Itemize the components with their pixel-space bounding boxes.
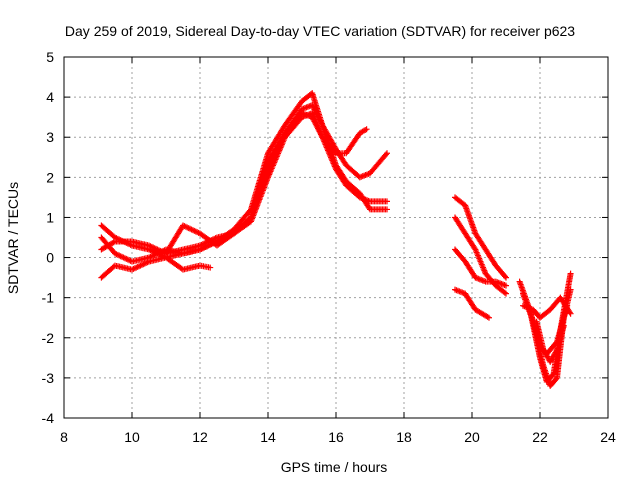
series-track-5 [146, 246, 214, 273]
data-point [503, 290, 509, 297]
data-point [560, 322, 567, 329]
series-track-14 [533, 318, 567, 365]
x-tick-label: 24 [600, 429, 616, 445]
data-point [501, 289, 508, 296]
data-point [501, 273, 508, 280]
y-tick-label: 5 [46, 49, 54, 65]
x-axis-label: GPS time / hours [281, 459, 388, 475]
data-point [567, 270, 574, 277]
series-track-4 [98, 110, 370, 281]
data-point [331, 149, 338, 156]
x-tick-label: 22 [532, 429, 548, 445]
data-point [566, 309, 573, 316]
data-point [384, 198, 390, 205]
x-tick-label: 14 [260, 429, 276, 445]
data-point [503, 282, 509, 289]
grid [64, 57, 608, 418]
data-point [486, 314, 492, 321]
data-point [553, 348, 560, 355]
x-tick-label: 10 [124, 429, 140, 445]
x-tick-label: 8 [60, 429, 68, 445]
data-point [384, 150, 390, 157]
data-point [110, 239, 117, 246]
x-tick-label: 20 [464, 429, 480, 445]
y-tick-label: -3 [42, 370, 55, 386]
data-point [363, 126, 370, 133]
x-tick-label: 18 [396, 429, 412, 445]
data-point [362, 127, 369, 134]
data-points [98, 90, 574, 389]
series-track-8 [452, 246, 509, 289]
y-axis-label: SDTVAR / TECUs [5, 182, 21, 294]
data-point [503, 274, 509, 281]
y-tick-label: -1 [42, 290, 55, 306]
y-tick-label: -4 [42, 410, 55, 426]
series-track-13 [520, 294, 574, 321]
data-point [553, 376, 560, 383]
y-tick-label: 0 [46, 250, 54, 266]
series-track-2 [98, 102, 390, 257]
data-point [207, 264, 214, 271]
x-tick-label: 16 [328, 429, 344, 445]
chart-title: Day 259 of 2019, Sidereal Day-to-day VTE… [65, 23, 575, 39]
y-tick-label: -2 [42, 330, 55, 346]
data-point [567, 310, 574, 317]
y-tick-label: 3 [46, 129, 54, 145]
data-point [382, 151, 389, 158]
data-point [484, 313, 491, 320]
series-track-6 [452, 194, 509, 281]
x-tick-label: 12 [192, 429, 208, 445]
y-tick-label: 2 [46, 169, 54, 185]
data-point [567, 286, 574, 293]
y-tick-label: 4 [46, 89, 54, 105]
data-point [384, 206, 390, 213]
series-track-9 [452, 286, 492, 321]
y-tick-label: 1 [46, 209, 54, 225]
